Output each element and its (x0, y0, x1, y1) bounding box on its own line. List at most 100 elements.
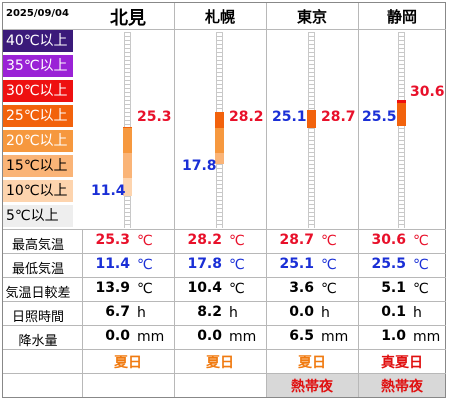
min-temp-label-kitami: 11.4 (91, 183, 126, 199)
station-header-tokyo[interactable]: 東京 (296, 8, 327, 26)
temp-bar-segment-sapporo (215, 128, 224, 133)
rain-unit-kitami: mm (137, 329, 165, 345)
night-type-box-tokyo (267, 374, 358, 397)
temp-bar-segment-sapporo (215, 148, 224, 153)
rain-value-tokyo: 6.5 (289, 328, 314, 344)
row-label-min: 最低気温 (11, 262, 64, 277)
divider (3, 301, 446, 302)
temp-bar-segment-kitami (123, 128, 132, 133)
min-unit-tokyo: ℃ (321, 257, 337, 273)
diff-unit-kitami: ℃ (137, 281, 153, 297)
row-label-diff: 気温日較差 (5, 286, 71, 301)
temp-bar-segment-tokyo (307, 118, 316, 123)
max-unit-kitami: ℃ (137, 233, 153, 249)
legend-band-35: 35℃以上 (3, 55, 73, 78)
divider (3, 229, 446, 230)
temp-bar-segment-kitami (123, 138, 132, 143)
sun-value-sapporo: 8.2 (197, 304, 222, 320)
scale-column-tokyo (308, 32, 315, 228)
temp-bar-segment-sapporo (215, 112, 224, 113)
sun-unit-kitami: h (137, 305, 146, 321)
temp-bar-segment-sapporo (215, 153, 224, 158)
divider (174, 3, 175, 397)
max-temp-label-tokyo: 28.7 (321, 109, 356, 125)
temp-bar-segment-tokyo (307, 113, 316, 118)
divider (358, 3, 359, 397)
row-label-rain: 降水量 (18, 334, 58, 349)
max-temp-label-sapporo: 28.2 (229, 109, 264, 125)
night-type-tag-tokyo: 熱帯夜 (291, 379, 333, 395)
sun-unit-shizuoka: h (413, 305, 422, 321)
min-unit-sapporo: ℃ (229, 257, 245, 273)
temp-bar-segment-sapporo (215, 113, 224, 118)
min-unit-kitami: ℃ (137, 257, 153, 273)
divider (3, 325, 446, 326)
day-type-tag-sapporo: 夏日 (206, 355, 234, 371)
row-label-max: 最高気温 (11, 238, 64, 253)
min-temp-label-shizuoka: 25.5 (362, 109, 397, 125)
temp-bar-segment-kitami (123, 178, 132, 183)
max-value-shizuoka: 30.6 (371, 232, 406, 248)
divider (3, 373, 446, 374)
sun-value-shizuoka: 0.1 (381, 304, 406, 320)
temp-bar-segment-sapporo (215, 163, 224, 164)
min-value-sapporo: 17.8 (187, 256, 222, 272)
max-unit-shizuoka: ℃ (413, 233, 429, 249)
station-header-sapporo[interactable]: 札幌 (204, 8, 235, 26)
divider (3, 253, 446, 254)
sun-unit-tokyo: h (321, 305, 330, 321)
temp-bar-segment-sapporo (215, 143, 224, 148)
legend-band-5: 5℃以上 (3, 205, 73, 228)
temp-bar-segment-kitami (123, 148, 132, 153)
divider (3, 277, 446, 278)
diff-value-sapporo: 10.4 (187, 280, 222, 296)
temp-bar-segment-kitami (123, 126, 132, 128)
scale-column-shizuoka (398, 32, 405, 228)
diff-value-shizuoka: 5.1 (381, 280, 406, 296)
diff-unit-tokyo: ℃ (321, 281, 337, 297)
max-value-tokyo: 28.7 (279, 232, 314, 248)
temp-bar-segment-sapporo (215, 123, 224, 128)
sun-value-tokyo: 0.0 (289, 304, 314, 320)
diff-unit-sapporo: ℃ (229, 281, 245, 297)
temp-bar-segment-kitami (123, 163, 132, 168)
divider (82, 229, 83, 397)
rain-unit-shizuoka: mm (413, 329, 441, 345)
diff-value-tokyo: 3.6 (289, 280, 314, 296)
night-type-tag-shizuoka: 熱帯夜 (381, 379, 423, 395)
min-value-kitami: 11.4 (95, 256, 130, 272)
temp-bar-segment-sapporo (215, 138, 224, 143)
row-label-sun: 日照時間 (11, 310, 64, 325)
temp-bar-segment-kitami (123, 143, 132, 148)
min-unit-shizuoka: ℃ (413, 257, 429, 273)
temp-bar-segment-kitami (123, 193, 132, 196)
legend-band-10: 10℃以上 (3, 180, 73, 203)
diff-unit-shizuoka: ℃ (413, 281, 429, 297)
rain-unit-sapporo: mm (229, 329, 257, 345)
max-unit-tokyo: ℃ (321, 233, 337, 249)
min-temp-label-sapporo: 17.8 (182, 158, 217, 174)
temp-bar-segment-tokyo (307, 109, 316, 113)
rain-value-sapporo: 0.0 (197, 328, 222, 344)
panel-frame (2, 2, 446, 398)
temp-bar-segment-shizuoka (397, 113, 406, 118)
station-header-kitami[interactable]: 北見 (110, 8, 146, 29)
temp-bar-segment-shizuoka (397, 100, 406, 103)
temp-bar-segment-kitami (123, 173, 132, 178)
day-type-tag-tokyo: 夏日 (298, 355, 326, 371)
legend-band-20: 20℃以上 (3, 130, 73, 153)
temp-bar-segment-kitami (123, 183, 132, 188)
temp-bar-segment-shizuoka (397, 108, 406, 113)
temp-bar-segment-shizuoka (397, 123, 406, 126)
rain-unit-tokyo: mm (321, 329, 349, 345)
day-type-tag-shizuoka: 真夏日 (381, 355, 423, 371)
rain-value-kitami: 0.0 (105, 328, 130, 344)
date-label: 2025/09/04 (6, 8, 69, 19)
max-value-kitami: 25.3 (95, 232, 130, 248)
max-temp-label-kitami: 25.3 (137, 109, 172, 125)
temp-bar-segment-kitami (123, 168, 132, 173)
rain-value-shizuoka: 1.0 (381, 328, 406, 344)
temp-bar-segment-kitami (123, 133, 132, 138)
station-header-shizuoka[interactable]: 静岡 (386, 8, 417, 26)
